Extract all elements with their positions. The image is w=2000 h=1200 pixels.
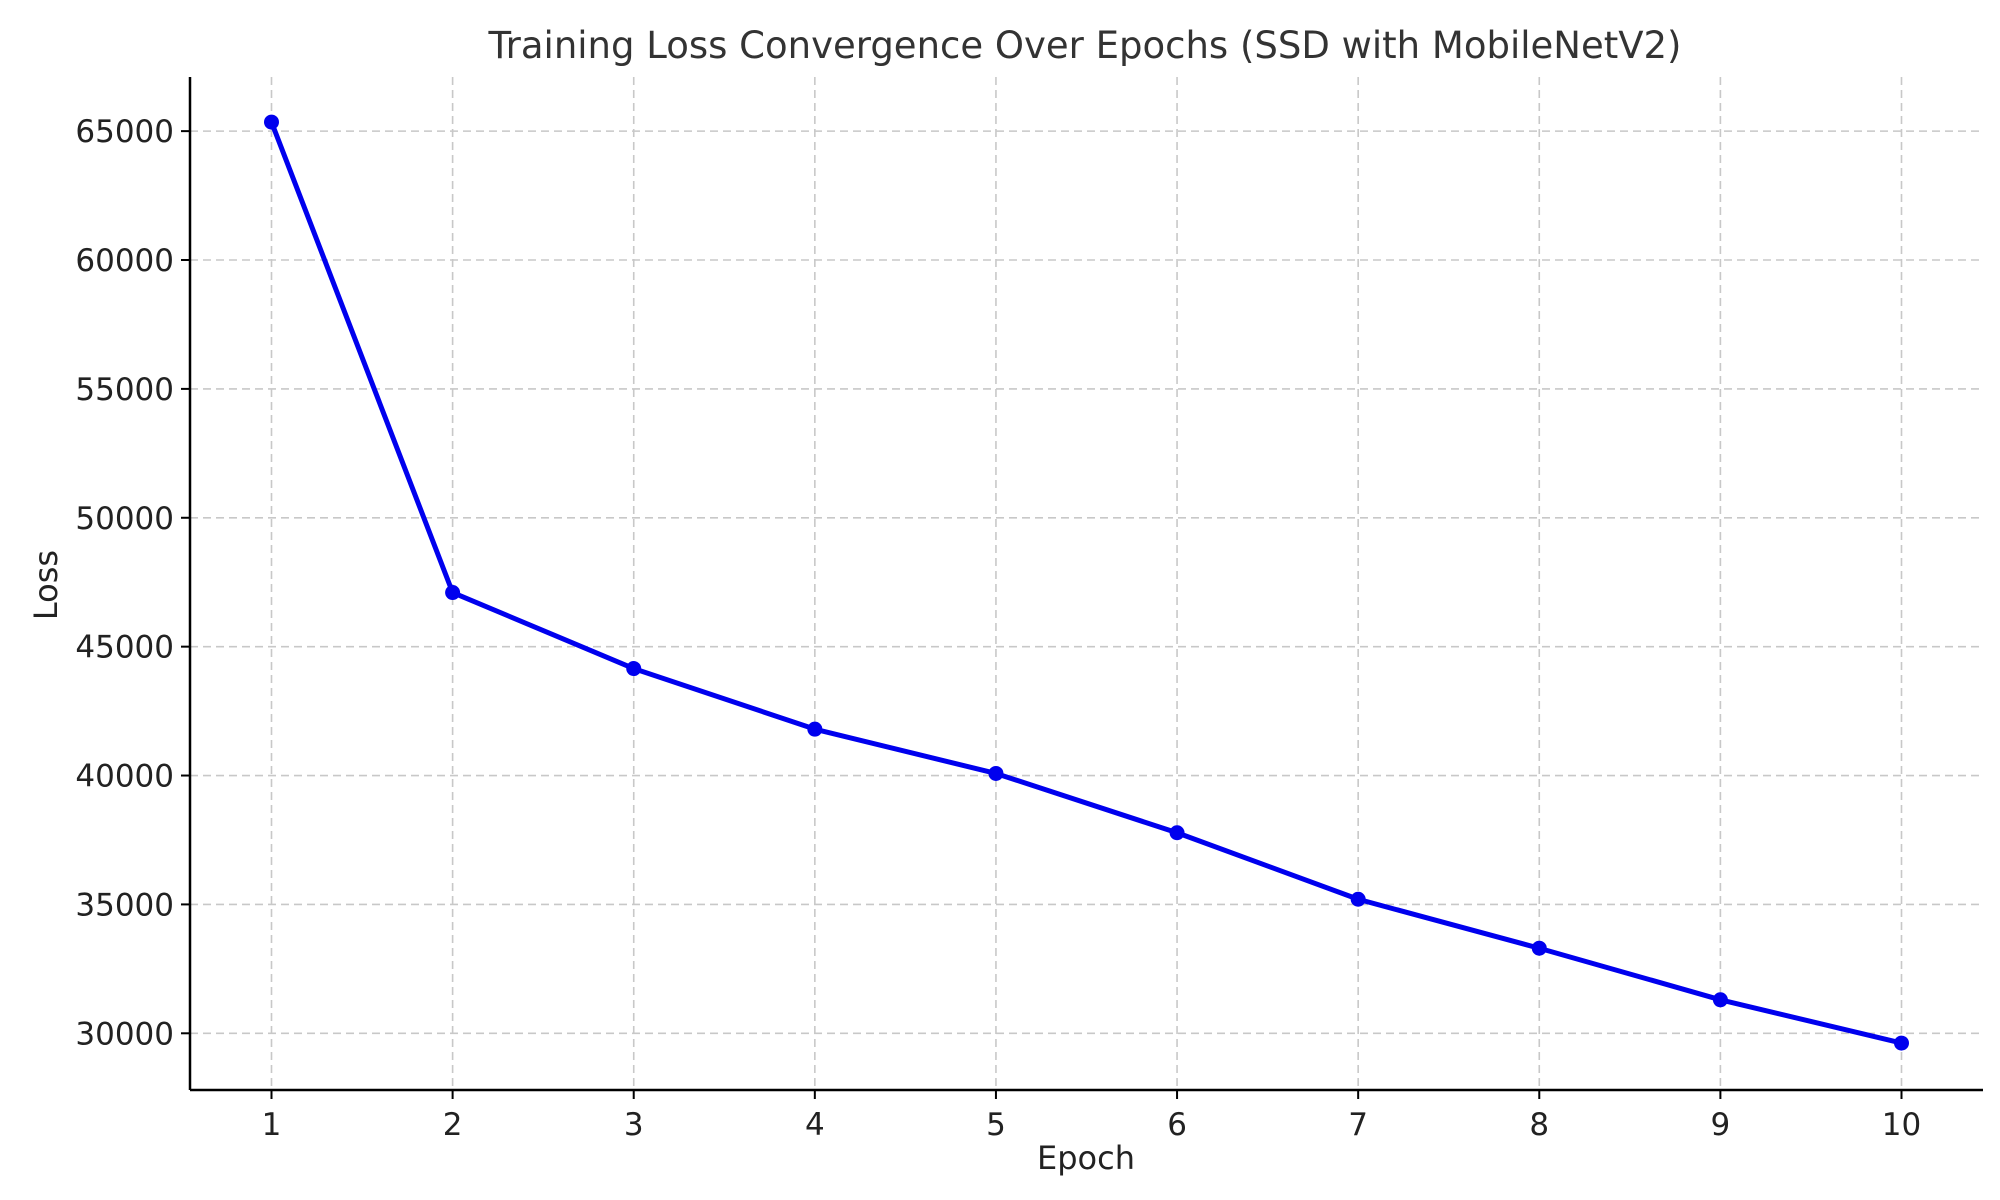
x-tick-label: 3 [624, 1107, 644, 1143]
y-tick-label: 35000 [75, 887, 174, 923]
x-tick-label: 6 [1167, 1107, 1187, 1143]
loss-data-point [264, 114, 279, 130]
y-ticks: 30000 35000 40000 45000 50000 55000 60000 65000 [75, 114, 190, 1052]
y-tick-label: 45000 [75, 630, 174, 666]
x-tick-label: 2 [443, 1107, 463, 1143]
y-tick-label: 65000 [75, 114, 174, 150]
x-tick-label: 7 [1348, 1107, 1368, 1143]
x-ticks: 1 2 3 4 5 6 7 8 9 10 [262, 1090, 1921, 1143]
loss-data-point [1712, 992, 1728, 1008]
x-tick-label: 1 [262, 1107, 282, 1143]
loss-data-point [807, 721, 823, 737]
y-tick-label: 55000 [75, 372, 174, 408]
y-tick-label: 50000 [75, 501, 174, 537]
loss-series-line [269, 121, 1903, 1046]
loss-data-point [1531, 940, 1547, 956]
loss-data-point [988, 765, 1004, 781]
x-tick-label: 4 [805, 1107, 825, 1143]
axes [188, 77, 1983, 1092]
x-tick-label: 9 [1711, 1107, 1731, 1143]
grid-lines [190, 77, 1983, 1090]
loss-data-point [1350, 891, 1366, 907]
y-tick-label: 60000 [75, 243, 174, 279]
loss-data-point [1894, 1035, 1909, 1051]
y-tick-label: 40000 [75, 759, 174, 795]
series [264, 114, 1909, 1051]
y-axis-label: Loss [27, 550, 65, 620]
loss-data-point [445, 585, 461, 601]
y-tick-label: 30000 [75, 1016, 174, 1052]
loss-data-point [1169, 825, 1185, 841]
x-axis-label: Epoch [1037, 1139, 1135, 1177]
x-tick-label: 10 [1882, 1107, 1921, 1143]
x-tick-label: 8 [1529, 1107, 1549, 1143]
chart-title: Training Loss Convergence Over Epochs (S… [488, 24, 1682, 67]
x-tick-label: 5 [986, 1107, 1006, 1143]
loss-data-point [626, 661, 642, 677]
